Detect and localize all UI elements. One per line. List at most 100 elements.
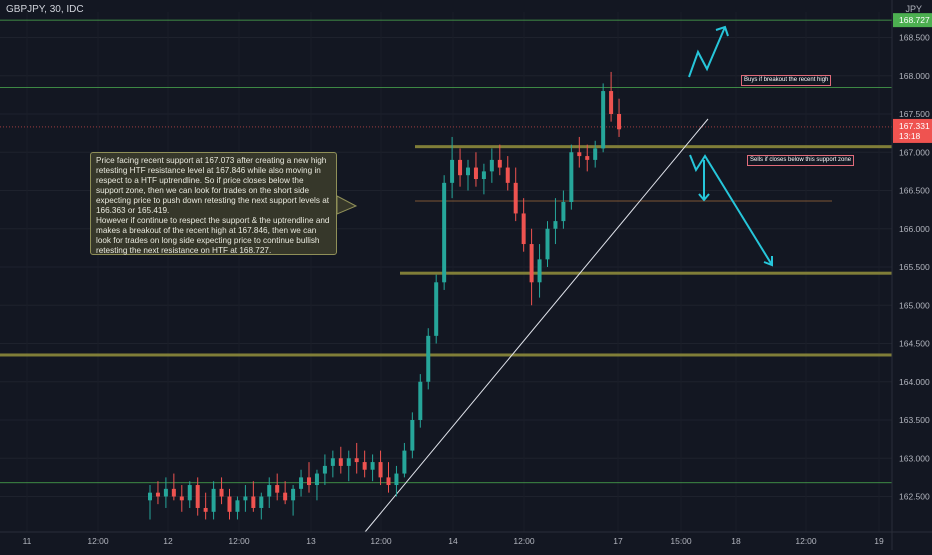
price-tick-label: 166.500 bbox=[899, 186, 930, 196]
analysis-callout[interactable]: Price facing recent support at 167.073 a… bbox=[90, 152, 337, 255]
candle-body bbox=[481, 171, 486, 180]
candle-body bbox=[148, 492, 152, 501]
candle-body bbox=[362, 462, 367, 470]
sell-note[interactable]: Sells if closes below this support zone bbox=[747, 155, 855, 166]
candle-body bbox=[227, 496, 232, 512]
candle-body bbox=[513, 182, 518, 214]
time-tick-label: 13 bbox=[306, 536, 316, 546]
symbol-label[interactable]: GBPJPY, 30, IDC bbox=[6, 4, 84, 15]
candle-body bbox=[314, 473, 319, 486]
candle-body bbox=[466, 167, 470, 176]
candle-body bbox=[171, 488, 176, 497]
price-tick-label: 163.000 bbox=[899, 453, 930, 463]
time-axis[interactable]: 11 12:00 12 12:00 13 12:00 14 12:00 17 15:00 18 12:… bbox=[0, 531, 932, 546]
level-support-3 bbox=[400, 271, 892, 275]
resistance-price-label: 168.727 bbox=[899, 15, 930, 25]
candle-body bbox=[155, 492, 160, 497]
candle-body bbox=[426, 335, 431, 382]
callout-paragraph-1: Price facing recent support at 167.073 a… bbox=[96, 156, 330, 215]
candle-body bbox=[338, 458, 343, 466]
candle-body bbox=[561, 201, 566, 222]
candle-body bbox=[259, 496, 264, 508]
candle-body bbox=[163, 488, 168, 497]
candle-body bbox=[179, 496, 184, 501]
candle-body bbox=[553, 221, 558, 229]
time-tick-label: 17 bbox=[613, 536, 623, 546]
candle-body bbox=[307, 477, 311, 486]
time-tick-label: 12:00 bbox=[370, 536, 392, 546]
down-arrow-head bbox=[698, 193, 710, 202]
time-tick-label: 18 bbox=[731, 536, 741, 546]
candle-body bbox=[211, 488, 216, 512]
time-tick-label: 19 bbox=[874, 536, 884, 546]
candle-body bbox=[450, 159, 455, 183]
candle-body bbox=[275, 485, 280, 493]
candle-body bbox=[418, 381, 423, 420]
time-tick-label: 14 bbox=[448, 536, 458, 546]
callout-paragraph-2: However if continue to respect the suppo… bbox=[96, 216, 330, 255]
candle-body bbox=[354, 458, 359, 463]
candle-body bbox=[195, 485, 200, 508]
candles bbox=[148, 71, 622, 520]
candle-body bbox=[569, 152, 574, 202]
current-price-label: 167.331 bbox=[899, 121, 930, 131]
candle-body bbox=[219, 488, 224, 497]
level-lines bbox=[0, 19, 892, 484]
candle-body bbox=[267, 485, 272, 497]
price-tick-label: 163.500 bbox=[899, 415, 930, 425]
bullish-arrow-head bbox=[715, 25, 729, 37]
price-tick-label: 168.000 bbox=[899, 71, 930, 81]
price-tick-label: 167.500 bbox=[899, 109, 930, 119]
candle-body bbox=[601, 91, 606, 149]
candle-body bbox=[283, 492, 288, 501]
candle-body bbox=[243, 496, 248, 501]
candle-body bbox=[545, 228, 550, 260]
candle-body bbox=[577, 152, 582, 157]
candle-body bbox=[442, 182, 447, 283]
resistance-price-tag bbox=[893, 13, 932, 28]
candle-body bbox=[410, 420, 415, 451]
price-tick-label: 165.500 bbox=[899, 262, 930, 272]
candle-body bbox=[330, 458, 335, 466]
candle-body bbox=[593, 148, 598, 160]
candle-body bbox=[402, 450, 407, 474]
price-tick-label: 167.000 bbox=[899, 147, 930, 157]
callout-tail bbox=[336, 195, 358, 215]
candle-body bbox=[521, 213, 526, 245]
candle-body bbox=[529, 244, 534, 283]
candle-body bbox=[370, 462, 375, 470]
candle-body bbox=[322, 465, 327, 474]
price-tick-label: 164.500 bbox=[899, 339, 930, 349]
candle-body bbox=[203, 507, 208, 512]
time-tick-label: 12 bbox=[163, 536, 173, 546]
candle-body bbox=[537, 259, 542, 283]
candle-body bbox=[458, 159, 463, 176]
bearish-arrow-head bbox=[763, 256, 773, 267]
candle-body bbox=[617, 114, 622, 130]
candle-body bbox=[434, 282, 439, 336]
bullish-projection-arrow bbox=[688, 26, 726, 78]
candle-body bbox=[378, 462, 383, 478]
candle-body bbox=[609, 91, 614, 114]
price-axis[interactable]: 168.500 168.000 167.500 167.000 166.500 166.0… bbox=[891, 0, 932, 550]
level-lower-zone bbox=[0, 353, 892, 357]
price-tick-label: 164.000 bbox=[899, 377, 930, 387]
candle-body bbox=[346, 458, 351, 466]
uptrend-line bbox=[364, 118, 709, 533]
buy-note[interactable]: Buys if breakout the recent high bbox=[741, 75, 832, 86]
candle-body bbox=[235, 500, 240, 512]
time-tick-label: 12:00 bbox=[513, 536, 535, 546]
price-tick-label: 165.000 bbox=[899, 300, 930, 310]
price-tick-label: 168.500 bbox=[899, 33, 930, 43]
time-tick-label: 12:00 bbox=[795, 536, 817, 546]
candle-body bbox=[497, 159, 502, 168]
level-support bbox=[415, 145, 892, 149]
time-tick-label: 12:00 bbox=[228, 536, 250, 546]
time-tick-label: 12:00 bbox=[87, 536, 109, 546]
candle-body bbox=[251, 496, 256, 508]
currency-label: JPY bbox=[905, 4, 922, 14]
candle-body bbox=[585, 156, 590, 160]
candle-body bbox=[489, 159, 494, 172]
